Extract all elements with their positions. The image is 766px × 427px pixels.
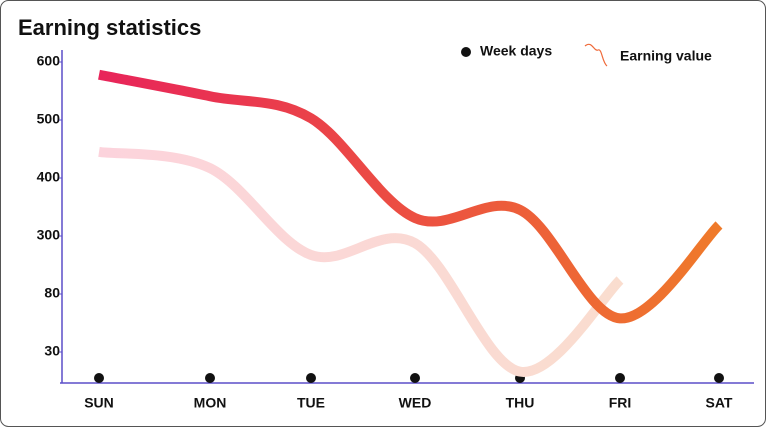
- earning-line: [98, 146, 624, 377]
- x-tick-label: WED: [399, 395, 432, 411]
- chart-title: Earning statistics: [18, 15, 201, 40]
- y-tick-label: 300: [37, 227, 61, 243]
- y-tick-label: 30: [44, 343, 60, 359]
- week-day-dot: [94, 373, 104, 383]
- earning-line: [98, 69, 723, 324]
- x-tick-label: SAT: [706, 395, 733, 411]
- y-tick-label: 80: [44, 285, 60, 301]
- legend-line-icon: [584, 43, 608, 67]
- week-day-dot: [410, 373, 420, 383]
- y-tick-label: 600: [37, 53, 61, 69]
- x-tick-label: TUE: [297, 395, 325, 411]
- legend-label: Earning value: [620, 48, 712, 64]
- y-tick-label: 400: [37, 169, 61, 185]
- y-tick-label: 500: [37, 111, 61, 127]
- x-tick-label: MON: [194, 395, 227, 411]
- legend-dot: [461, 47, 471, 57]
- legend-label: Week days: [480, 43, 552, 59]
- week-day-dot: [306, 373, 316, 383]
- week-day-dot: [205, 373, 215, 383]
- x-tick-label: THU: [506, 395, 535, 411]
- week-day-dot: [714, 373, 724, 383]
- x-tick-label: FRI: [609, 395, 632, 411]
- week-day-dot: [615, 373, 625, 383]
- x-tick-label: SUN: [84, 395, 114, 411]
